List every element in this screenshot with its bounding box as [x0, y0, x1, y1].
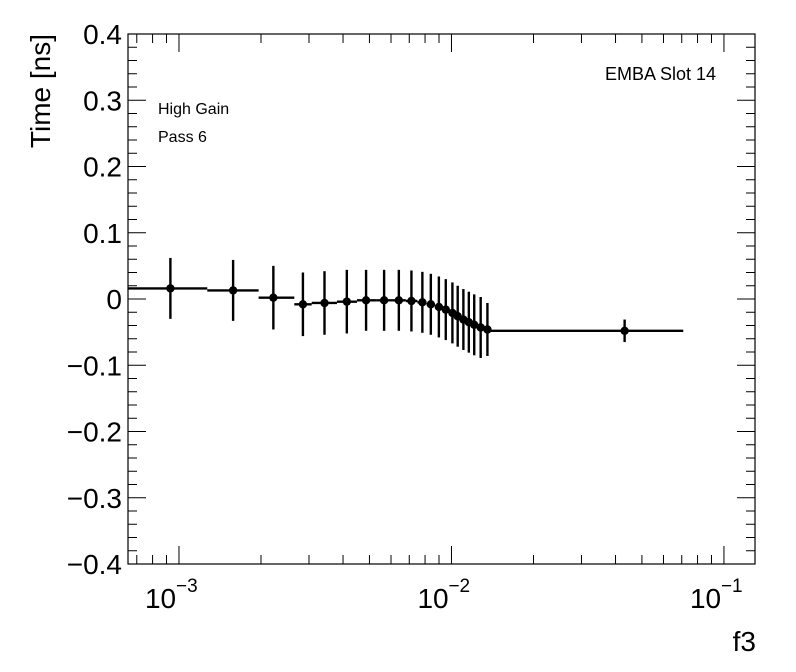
data-marker	[379, 296, 389, 305]
annotation-slot: EMBA Slot 14	[605, 64, 716, 84]
data-point	[258, 265, 295, 330]
data-point	[376, 269, 393, 331]
data-point	[128, 257, 208, 319]
data-marker	[418, 298, 427, 307]
x-tick-label-exponent: −1	[721, 576, 743, 597]
y-tick-label: −0.1	[67, 350, 122, 381]
data-point	[207, 259, 259, 321]
x-tick-label-base: 10	[145, 583, 176, 614]
annotation-gain: High Gain	[158, 101, 229, 118]
data-point	[490, 319, 684, 343]
data-marker	[407, 296, 416, 306]
data-point	[434, 276, 444, 338]
y-axis-label: Time [ns]	[25, 34, 56, 148]
data-marker	[470, 320, 479, 330]
x-axis-label: f3	[733, 626, 756, 657]
data-point	[392, 269, 406, 331]
data-marker	[394, 296, 404, 305]
data-marker	[441, 305, 450, 314]
data-point	[453, 285, 462, 347]
data-point	[441, 279, 450, 341]
y-tick-label: 0.3	[83, 85, 122, 116]
data-marker	[476, 323, 485, 332]
y-tick-label: −0.2	[67, 417, 122, 448]
data-point	[356, 269, 377, 331]
y-tick-label: 0.4	[83, 19, 122, 50]
data-marker	[298, 300, 308, 309]
y-tick-label: −0.4	[67, 549, 122, 580]
data-marker	[166, 284, 175, 293]
x-tick-label: 10 −1	[690, 576, 743, 614]
data-marker	[483, 325, 492, 334]
axis-ticks	[128, 33, 755, 565]
data-point	[476, 297, 485, 358]
data-marker	[426, 300, 436, 309]
y-tick-label: 0.2	[83, 152, 122, 183]
y-tick-label: −0.3	[67, 483, 122, 514]
data-point	[336, 269, 357, 334]
data-point	[294, 272, 312, 337]
x-tick-label: 10 −3	[145, 576, 198, 614]
x-tick-label-base: 10	[417, 583, 448, 614]
data-marker	[228, 286, 238, 295]
data-point	[405, 270, 418, 332]
data-marker	[342, 297, 352, 306]
data-point	[311, 271, 337, 335]
data-point	[483, 302, 492, 356]
x-tick-labels: 10 −3 10 −2 10 −1	[145, 576, 743, 614]
data-marker	[361, 296, 371, 305]
data-marker	[434, 302, 444, 312]
y-tick-label: 0.1	[83, 218, 122, 249]
data-marker	[320, 298, 329, 308]
annotation-pass: Pass 6	[158, 129, 207, 146]
data-point	[417, 271, 427, 333]
data-point	[470, 294, 479, 356]
x-tick-label-exponent: −2	[448, 576, 470, 597]
y-tick-label: 0	[106, 284, 122, 315]
data-marker	[620, 326, 629, 335]
data-points	[128, 257, 684, 358]
x-tick-label: 10 −2	[417, 576, 470, 614]
y-tick-labels: −0.4 −0.3 −0.2 −0.1 0 0.1 0.2 0.3 0.4	[67, 19, 122, 580]
data-point	[426, 273, 436, 335]
data-marker	[269, 293, 278, 302]
x-tick-label-exponent: −3	[176, 576, 198, 597]
x-tick-label-base: 10	[690, 583, 721, 614]
